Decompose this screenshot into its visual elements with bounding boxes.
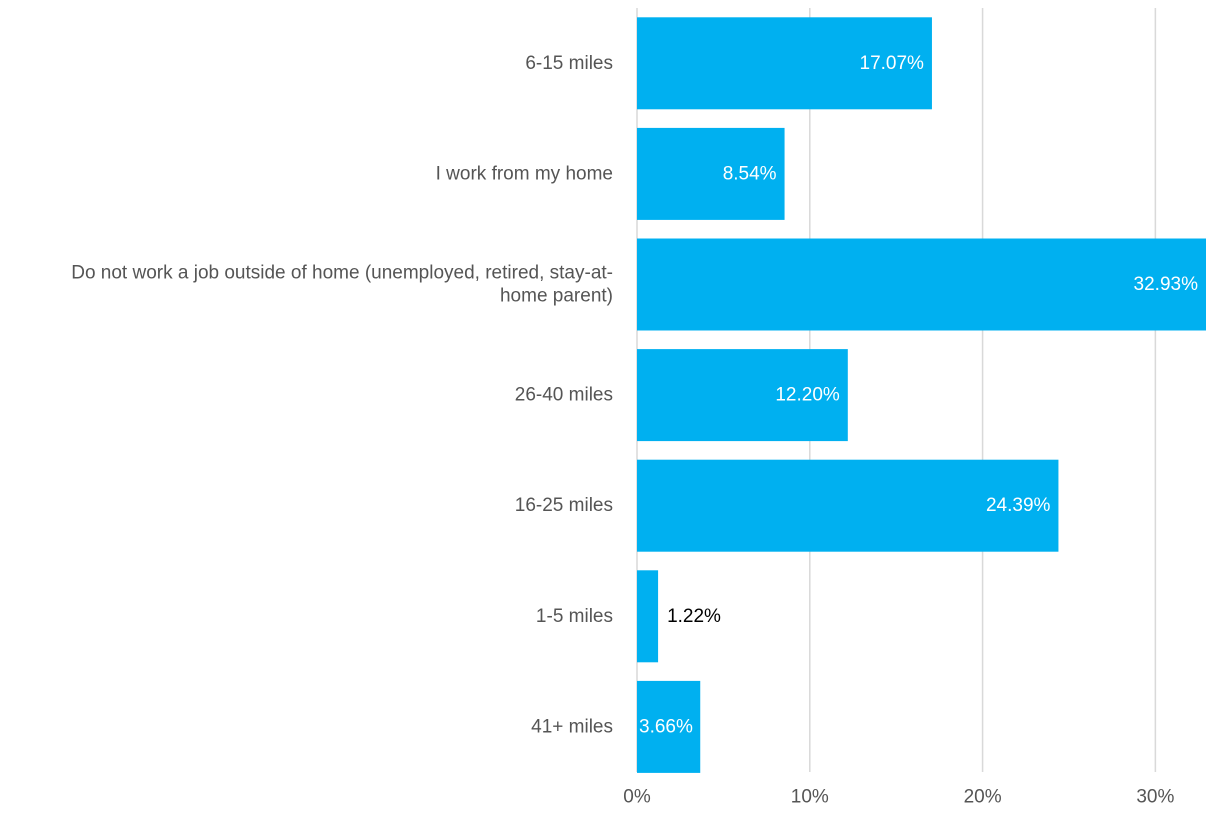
data-label-5: 24.39% (986, 495, 1051, 516)
data-label-4: 12.20% (775, 385, 840, 406)
category-label-7: 41+ miles (531, 716, 613, 737)
category-label-2: I work from my home (436, 163, 613, 184)
data-label-6: 1.22% (667, 606, 721, 627)
bar-1 (637, 17, 932, 110)
data-label-1: 17.07% (860, 53, 925, 74)
bar-3 (637, 238, 1206, 331)
data-label-3: 32.93% (1134, 274, 1199, 295)
x-tick-label-0%: 0% (623, 787, 651, 808)
category-label-3-line-2: home parent) (500, 286, 613, 307)
category-label-5: 16-25 miles (515, 495, 613, 516)
category-label-6: 1-5 miles (536, 606, 613, 627)
bar-5 (637, 459, 1059, 552)
data-label-2: 8.54% (723, 163, 777, 184)
category-label-1: 6-15 miles (525, 53, 613, 74)
bar-4 (637, 349, 848, 442)
data-label-7: 3.66% (639, 716, 693, 737)
category-label-4: 26-40 miles (515, 385, 613, 406)
bar-2 (637, 127, 785, 220)
bar-6 (637, 570, 659, 663)
x-tick-label-20%: 20% (964, 787, 1002, 808)
category-label-3-line-1: Do not work a job outside of home (unemp… (71, 263, 613, 284)
bar-7 (637, 680, 701, 773)
x-tick-label-10%: 10% (791, 787, 829, 808)
x-tick-label-30%: 30% (1136, 787, 1174, 808)
